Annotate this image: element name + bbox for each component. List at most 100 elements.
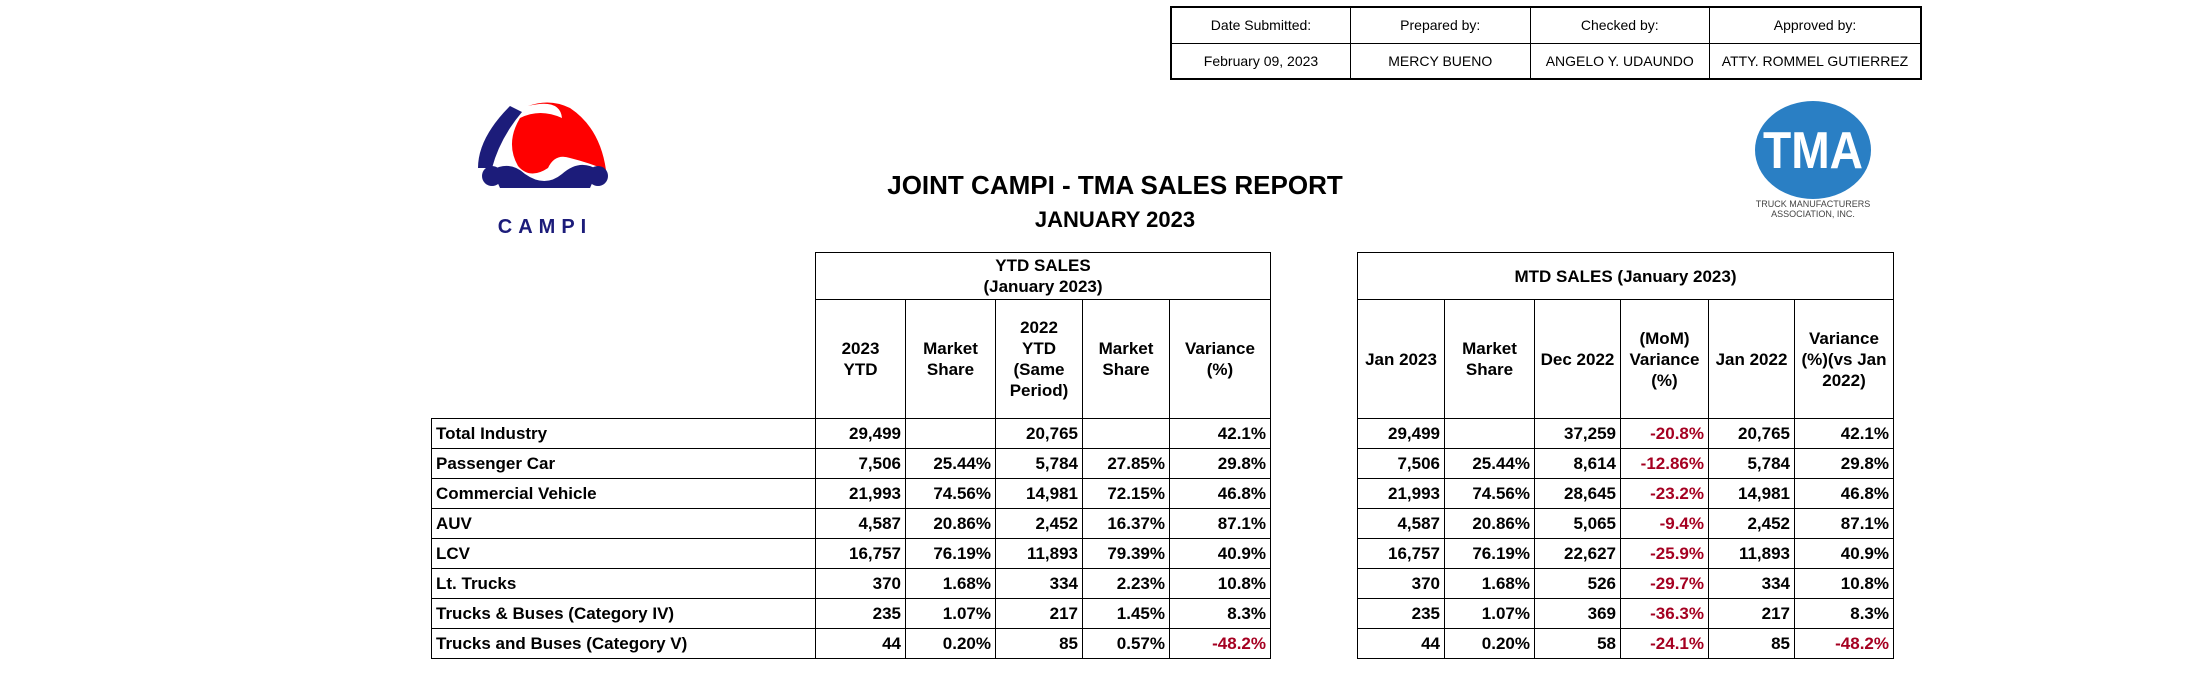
mtd-cell: 1.68% — [1444, 568, 1535, 599]
row-label: Total Industry — [431, 418, 816, 449]
signoff-table: Date Submitted: Prepared by: Checked by:… — [1170, 6, 1922, 80]
ytd-column-header-line: Market — [1098, 339, 1154, 358]
ytd-cell: 16.37% — [1082, 508, 1170, 539]
mtd-cell: 8,614 — [1534, 448, 1621, 479]
mtd-cell: 334 — [1708, 568, 1795, 599]
table-row: Lt. Trucks 370 1.68% 334 2.23% 10.8% — [431, 568, 1271, 599]
mtd-cell: 21,993 — [1357, 478, 1445, 509]
ytd-group-header-row: YTD SALES (January 2023) — [432, 252, 1271, 300]
row-label: Trucks & Buses (Category IV) — [431, 598, 816, 629]
mtd-cell: 40.9% — [1794, 538, 1894, 569]
mtd-column-header-line: (MoM) — [1639, 328, 1690, 348]
mtd-column-header: Jan 2022 — [1708, 299, 1795, 419]
table-row: 235 1.07% 369 -36.3% 217 8.3% — [1357, 598, 1894, 629]
mtd-cell: 20.86% — [1444, 508, 1535, 539]
mtd-cell: 14,981 — [1708, 478, 1795, 509]
mtd-column-header-line: 2022) — [1822, 370, 1866, 390]
blank-cell — [432, 253, 816, 300]
ytd-cell — [1082, 418, 1170, 449]
signoff-labels-row: Date Submitted: Prepared by: Checked by:… — [1170, 6, 1922, 44]
mtd-cell: 1.07% — [1444, 598, 1535, 629]
tma-logo-subtitle: TRUCK MANUFACTURERS ASSOCIATION, INC. — [1730, 199, 1896, 219]
ytd-column-header-line: Market — [923, 339, 978, 358]
tma-subtitle-line-1: TRUCK MANUFACTURERS — [1755, 199, 1871, 209]
mtd-cell: 370 — [1357, 568, 1445, 599]
ytd-cell: 11,893 — [995, 538, 1083, 569]
tma-logo-letters: TMA — [1763, 122, 1863, 180]
ytd-cell: 74.56% — [905, 478, 996, 509]
checked-by-label: Checked by: — [1529, 6, 1710, 44]
mtd-cell: -24.1% — [1620, 628, 1709, 659]
table-row: 44 0.20% 58 -24.1% 85 -48.2% — [1357, 628, 1894, 659]
mtd-cell: 42.1% — [1794, 418, 1894, 449]
ytd-column-header: Variance (%) — [1169, 299, 1271, 419]
ytd-column-header-line: Share — [926, 360, 975, 379]
ytd-cell: 21,993 — [815, 478, 906, 509]
ytd-cell: 20.86% — [905, 508, 996, 539]
mtd-cell: -9.4% — [1620, 508, 1709, 539]
mtd-cell: -25.9% — [1620, 538, 1709, 569]
ytd-cell: 1.45% — [1082, 598, 1170, 629]
ytd-column-header-line: YTD — [843, 360, 878, 379]
mtd-cell: 5,784 — [1708, 448, 1795, 479]
ytd-cell: 14,981 — [995, 478, 1083, 509]
mtd-sales-table: MTD SALES (January 2023) Jan 2023 Market Sh… — [1357, 252, 1894, 659]
mtd-column-header: Dec 2022 — [1534, 299, 1621, 419]
ytd-column-header-line: (%) — [1206, 360, 1234, 379]
mtd-cell: 87.1% — [1794, 508, 1894, 539]
mtd-cell: -29.7% — [1620, 568, 1709, 599]
ytd-cell: 1.07% — [905, 598, 996, 629]
mtd-column-header-line: Variance — [1629, 349, 1700, 369]
mtd-column-header: Market Share — [1444, 299, 1535, 419]
mtd-cell: 46.8% — [1794, 478, 1894, 509]
ytd-column-header-line: 2023 — [841, 339, 880, 358]
table-row: AUV 4,587 20.86% 2,452 16.37% 87.1% — [431, 508, 1271, 539]
mtd-cell: 10.8% — [1794, 568, 1894, 599]
ytd-sales-table: YTD SALES (January 2023) 2023 YTD Market Shar… — [431, 252, 1271, 659]
mtd-cell: -12.86% — [1620, 448, 1709, 479]
mtd-column-header: (MoM) Variance (%) — [1620, 299, 1709, 419]
ytd-cell: 46.8% — [1169, 478, 1271, 509]
mtd-cell: 7,506 — [1357, 448, 1445, 479]
table-row: Total Industry 29,499 20,765 42.1% — [431, 418, 1271, 449]
mtd-cell: 8.3% — [1794, 598, 1894, 629]
ytd-cell: 16,757 — [815, 538, 906, 569]
ytd-cell: 40.9% — [1169, 538, 1271, 569]
table-row: Passenger Car 7,506 25.44% 5,784 27.85% 29.8% — [431, 448, 1271, 479]
mtd-cell: 44 — [1357, 628, 1445, 659]
ytd-column-header: 2023 YTD — [815, 299, 906, 419]
ytd-cell: 5,784 — [995, 448, 1083, 479]
mtd-cell: -20.8% — [1620, 418, 1709, 449]
mtd-column-header-line: Jan 2022 — [1715, 349, 1788, 369]
table-row: LCV 16,757 76.19% 11,893 79.39% 40.9% — [431, 538, 1271, 569]
mtd-cell: 16,757 — [1357, 538, 1445, 569]
mtd-column-header-line: Market — [1462, 339, 1517, 358]
ytd-cell: 10.8% — [1169, 568, 1271, 599]
ytd-cell: 0.20% — [905, 628, 996, 659]
mtd-column-header-row: Jan 2023 Market Share Dec 2022 (MoM) Variance… — [1357, 299, 1894, 419]
mtd-cell: 74.56% — [1444, 478, 1535, 509]
mtd-cell: 526 — [1534, 568, 1621, 599]
date-submitted-label: Date Submitted: — [1170, 6, 1351, 44]
signoff-values-row: February 09, 2023 MERCY BUENO ANGELO Y. … — [1170, 42, 1922, 80]
prepared-by-label: Prepared by: — [1350, 6, 1531, 44]
ytd-cell: 8.3% — [1169, 598, 1271, 629]
mtd-cell: 37,259 — [1534, 418, 1621, 449]
ytd-cell: 370 — [815, 568, 906, 599]
mtd-column-header-line: (%) — [1651, 370, 1678, 390]
ytd-cell: 87.1% — [1169, 508, 1271, 539]
prepared-by-value: MERCY BUENO — [1350, 42, 1531, 80]
blank-cell — [432, 300, 816, 419]
ytd-cell: 44 — [815, 628, 906, 659]
ytd-cell: 27.85% — [1082, 448, 1170, 479]
mtd-column-header-line: Dec 2022 — [1540, 349, 1615, 369]
mtd-cell: 4,587 — [1357, 508, 1445, 539]
report-title: JOINT CAMPI - TMA SALES REPORT — [887, 170, 1343, 200]
mtd-cell — [1444, 418, 1535, 449]
row-label: Lt. Trucks — [431, 568, 816, 599]
mtd-cell: 369 — [1534, 598, 1621, 629]
ytd-cell: 29,499 — [815, 418, 906, 449]
table-row: 370 1.68% 526 -29.7% 334 10.8% — [1357, 568, 1894, 599]
ytd-cell: 72.15% — [1082, 478, 1170, 509]
table-row: 16,757 76.19% 22,627 -25.9% 11,893 40.9% — [1357, 538, 1894, 569]
